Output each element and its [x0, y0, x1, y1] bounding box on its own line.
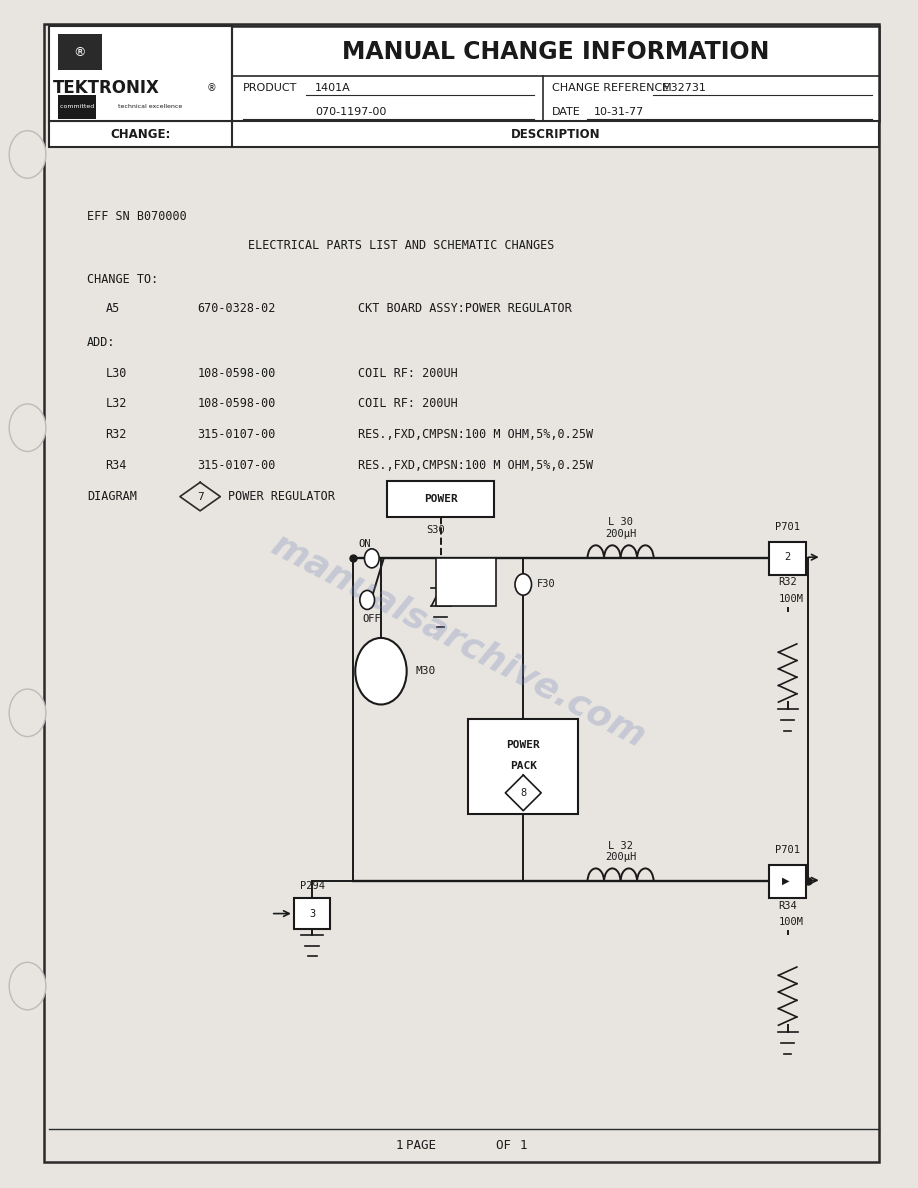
- Text: CKT BOARD ASSY:POWER REGULATOR: CKT BOARD ASSY:POWER REGULATOR: [358, 303, 572, 315]
- Text: DATE: DATE: [552, 107, 581, 116]
- Circle shape: [9, 689, 46, 737]
- Circle shape: [364, 549, 379, 568]
- Text: A5: A5: [106, 303, 120, 315]
- Text: 100M: 100M: [778, 594, 803, 604]
- Bar: [294, 898, 330, 929]
- Text: CHANGE REFERENCE: CHANGE REFERENCE: [552, 83, 669, 93]
- Text: technical excellence: technical excellence: [118, 105, 182, 109]
- Text: R34: R34: [778, 901, 797, 910]
- Text: 670-0328-02: 670-0328-02: [197, 303, 275, 315]
- Text: PACK: PACK: [509, 762, 537, 771]
- Text: L 32: L 32: [608, 841, 633, 851]
- Text: 070-1197-00: 070-1197-00: [315, 107, 386, 116]
- Text: ®: ®: [73, 46, 86, 58]
- Circle shape: [9, 404, 46, 451]
- Text: 200μH: 200μH: [605, 853, 636, 862]
- Circle shape: [9, 962, 46, 1010]
- Text: ON: ON: [358, 539, 371, 549]
- Bar: [49, 121, 879, 147]
- Text: DESCRIPTION: DESCRIPTION: [511, 128, 600, 140]
- Text: L32: L32: [106, 398, 127, 410]
- Text: 100M: 100M: [778, 917, 803, 927]
- Bar: [468, 719, 578, 814]
- Text: CHANGE TO:: CHANGE TO:: [87, 273, 159, 285]
- Bar: [387, 481, 494, 517]
- Text: ELECTRICAL PARTS LIST AND SCHEMATIC CHANGES: ELECTRICAL PARTS LIST AND SCHEMATIC CHAN…: [248, 240, 554, 252]
- Text: R34: R34: [106, 460, 127, 472]
- Text: P701: P701: [775, 846, 800, 855]
- Text: P294: P294: [299, 881, 325, 891]
- Text: EFF SN B070000: EFF SN B070000: [87, 210, 187, 222]
- Text: 8: 8: [521, 788, 526, 798]
- Text: 108-0598-00: 108-0598-00: [197, 367, 275, 379]
- Text: manualsarchive.com: manualsarchive.com: [266, 529, 652, 754]
- Text: COIL RF: 200UH: COIL RF: 200UH: [358, 367, 458, 379]
- Text: R32: R32: [778, 577, 797, 587]
- Text: G: G: [375, 665, 386, 677]
- Text: TEKTRONIX: TEKTRONIX: [53, 78, 160, 97]
- Text: ▶: ▶: [782, 876, 789, 885]
- Text: 315-0107-00: 315-0107-00: [197, 460, 275, 472]
- Bar: [58, 34, 102, 70]
- Text: S30: S30: [427, 525, 445, 535]
- Text: ADD:: ADD:: [87, 336, 116, 348]
- Text: DIAGRAM: DIAGRAM: [87, 491, 137, 503]
- Text: R32: R32: [106, 429, 127, 441]
- Text: 3: 3: [309, 909, 315, 918]
- Text: ®: ®: [207, 83, 217, 93]
- Text: L30: L30: [106, 367, 127, 379]
- Text: POWER: POWER: [507, 740, 540, 751]
- Bar: [436, 558, 496, 606]
- Text: MANUAL CHANGE INFORMATION: MANUAL CHANGE INFORMATION: [342, 40, 769, 64]
- Text: POWER: POWER: [424, 494, 457, 504]
- Polygon shape: [506, 775, 542, 810]
- Text: M32731: M32731: [662, 83, 707, 93]
- Text: POWER REGULATOR: POWER REGULATOR: [228, 491, 334, 503]
- Text: 10-31-77: 10-31-77: [593, 107, 644, 116]
- Text: PAGE        OF: PAGE OF: [407, 1139, 511, 1151]
- Text: 315-0107-00: 315-0107-00: [197, 429, 275, 441]
- Text: 1: 1: [396, 1139, 403, 1151]
- Text: 7: 7: [196, 492, 204, 501]
- Text: 1: 1: [520, 1139, 527, 1151]
- Bar: [769, 542, 806, 575]
- Text: 200μH: 200μH: [605, 530, 636, 539]
- Circle shape: [355, 638, 407, 704]
- Text: OFF: OFF: [363, 614, 381, 624]
- Bar: [769, 865, 806, 898]
- Text: 2: 2: [785, 552, 790, 562]
- Text: COIL RF: 200UH: COIL RF: 200UH: [358, 398, 458, 410]
- Text: committed to: committed to: [60, 105, 102, 109]
- Text: RES.,FXD,CMPSN:100 M OHM,5%,0.25W: RES.,FXD,CMPSN:100 M OHM,5%,0.25W: [358, 429, 593, 441]
- Text: PRODUCT: PRODUCT: [243, 83, 297, 93]
- Circle shape: [515, 574, 532, 595]
- Text: P701: P701: [775, 523, 800, 532]
- Circle shape: [360, 590, 375, 609]
- Text: 1401A: 1401A: [315, 83, 351, 93]
- Bar: [49, 26, 232, 121]
- Text: RES.,FXD,CMPSN:100 M OHM,5%,0.25W: RES.,FXD,CMPSN:100 M OHM,5%,0.25W: [358, 460, 593, 472]
- Bar: [58, 95, 96, 119]
- Text: CHANGE:: CHANGE:: [110, 128, 171, 140]
- Circle shape: [9, 131, 46, 178]
- Text: M30: M30: [416, 666, 436, 676]
- Text: L 30: L 30: [608, 518, 633, 527]
- Text: 108-0598-00: 108-0598-00: [197, 398, 275, 410]
- Bar: [49, 26, 879, 121]
- Text: F30: F30: [537, 580, 555, 589]
